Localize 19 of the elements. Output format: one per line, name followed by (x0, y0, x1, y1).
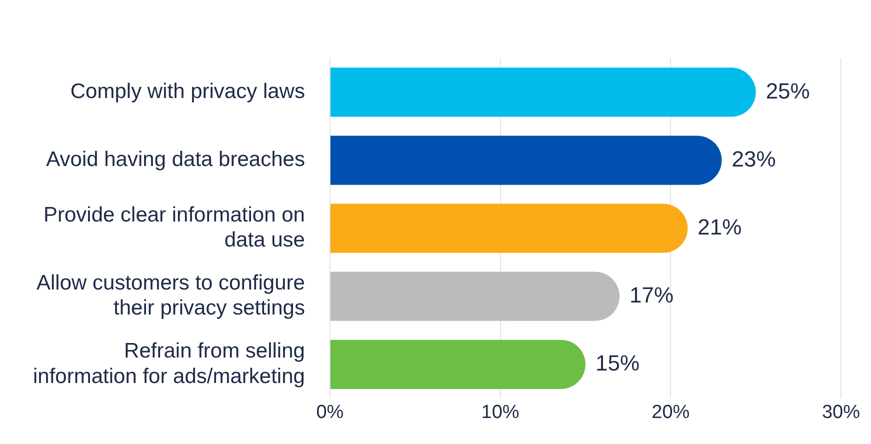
bar (330, 204, 688, 253)
x-tick-label: 0% (316, 402, 344, 424)
y-tick-label: Refrain from selling information for ads/marketing (32, 340, 305, 388)
x-tick-label: 20% (652, 402, 690, 424)
y-tick-label: Avoid having data breaches (46, 148, 305, 172)
data-label: 23% (732, 146, 776, 172)
bar (330, 272, 620, 321)
x-tick-label: 30% (822, 402, 860, 424)
y-tick-label: Allow customers to configure their privacy settings (36, 272, 305, 320)
bar (330, 68, 756, 117)
bar (330, 136, 722, 185)
data-label: 17% (630, 282, 674, 308)
data-label: 21% (698, 214, 742, 240)
data-label: 15% (595, 350, 640, 376)
y-tick-label: Comply with privacy laws (70, 80, 305, 104)
x-tick-label: 10% (481, 402, 520, 424)
y-tick-label: Provide clear information on data use (43, 203, 305, 252)
bar (330, 340, 586, 389)
data-label: 25% (766, 78, 810, 104)
